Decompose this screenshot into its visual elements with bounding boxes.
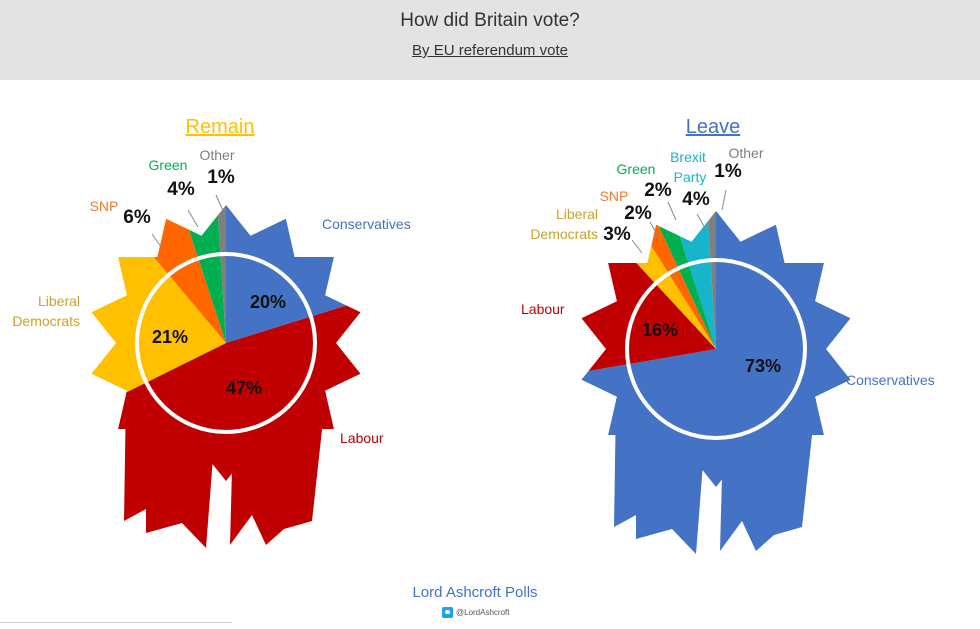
value-snp: 2% [624,203,652,224]
page-subtitle: By EU referendum vote [0,42,980,59]
leader-line [215,194,225,214]
slice-other [703,211,716,349]
value-liberal-democrats: 21% [152,327,188,347]
value-liberal-democrats: 3% [603,224,631,245]
chart-title: Remain [186,116,255,138]
leader-line [631,239,643,254]
value-green: 2% [644,180,672,201]
leader-line [649,221,659,237]
value-conservatives: 73% [745,356,781,376]
slice-liberal-democrats [91,205,226,432]
slice-other [213,205,226,343]
label-snp: SNP [600,188,629,204]
label-liberal-democrats: Liberal Democrats [12,293,80,329]
label-conservatives: Conservatives [322,216,411,232]
footer-brand: Lord Ashcroft Polls [412,584,538,601]
header-banner: How did Britain vote? By EU referendum v… [0,0,980,80]
value-green: 4% [167,179,195,200]
subtitle-text: By EU referendum vote [412,42,568,59]
leader-line [721,189,727,211]
value-other: 1% [714,161,742,182]
value-other: 1% [207,167,235,188]
inner-ring [625,258,807,440]
footer-handle: @LordAshcroft [442,607,509,618]
label-other: Other [728,145,763,161]
leader-line [696,213,707,231]
label-labour: Labour [340,430,384,446]
value-labour: 16% [642,320,678,340]
label-snp: SNP [90,198,119,214]
label-green: Green [149,157,188,173]
label-other: Other [199,147,234,163]
label-conservatives: Conservatives [846,372,935,388]
leader-line [187,209,199,228]
chart-title: Leave [686,116,741,138]
value-brexit-party: 4% [682,189,710,210]
twitter-bird-icon [442,607,453,618]
page-title: How did Britain vote? [400,10,580,31]
leave-chart: Leave Conservatives Labour Liberal Democrats… [521,116,935,554]
remain-chart: Remain Conservatives Labour Liberal Democrat… [12,116,411,548]
twitter-handle: @LordAshcroft [456,608,510,617]
bottom-divider [0,622,232,623]
label-liberal-democrats: Liberal Democrats [530,206,598,242]
label-brexit-party: Brexit Party [670,149,706,185]
slice-green [163,205,226,343]
leader-line [667,201,677,221]
label-green: Green [617,161,656,177]
label-labour: Labour [521,301,565,317]
value-snp: 6% [123,207,151,228]
slice-labour [581,211,716,383]
value-conservatives: 20% [250,292,286,312]
value-labour: 47% [226,378,262,398]
slice-green [631,211,716,349]
inner-ring [135,252,317,434]
leader-line [151,233,162,248]
slice-conservatives [226,205,361,343]
slice-snp [97,205,226,343]
slice-brexit-party [654,211,716,349]
